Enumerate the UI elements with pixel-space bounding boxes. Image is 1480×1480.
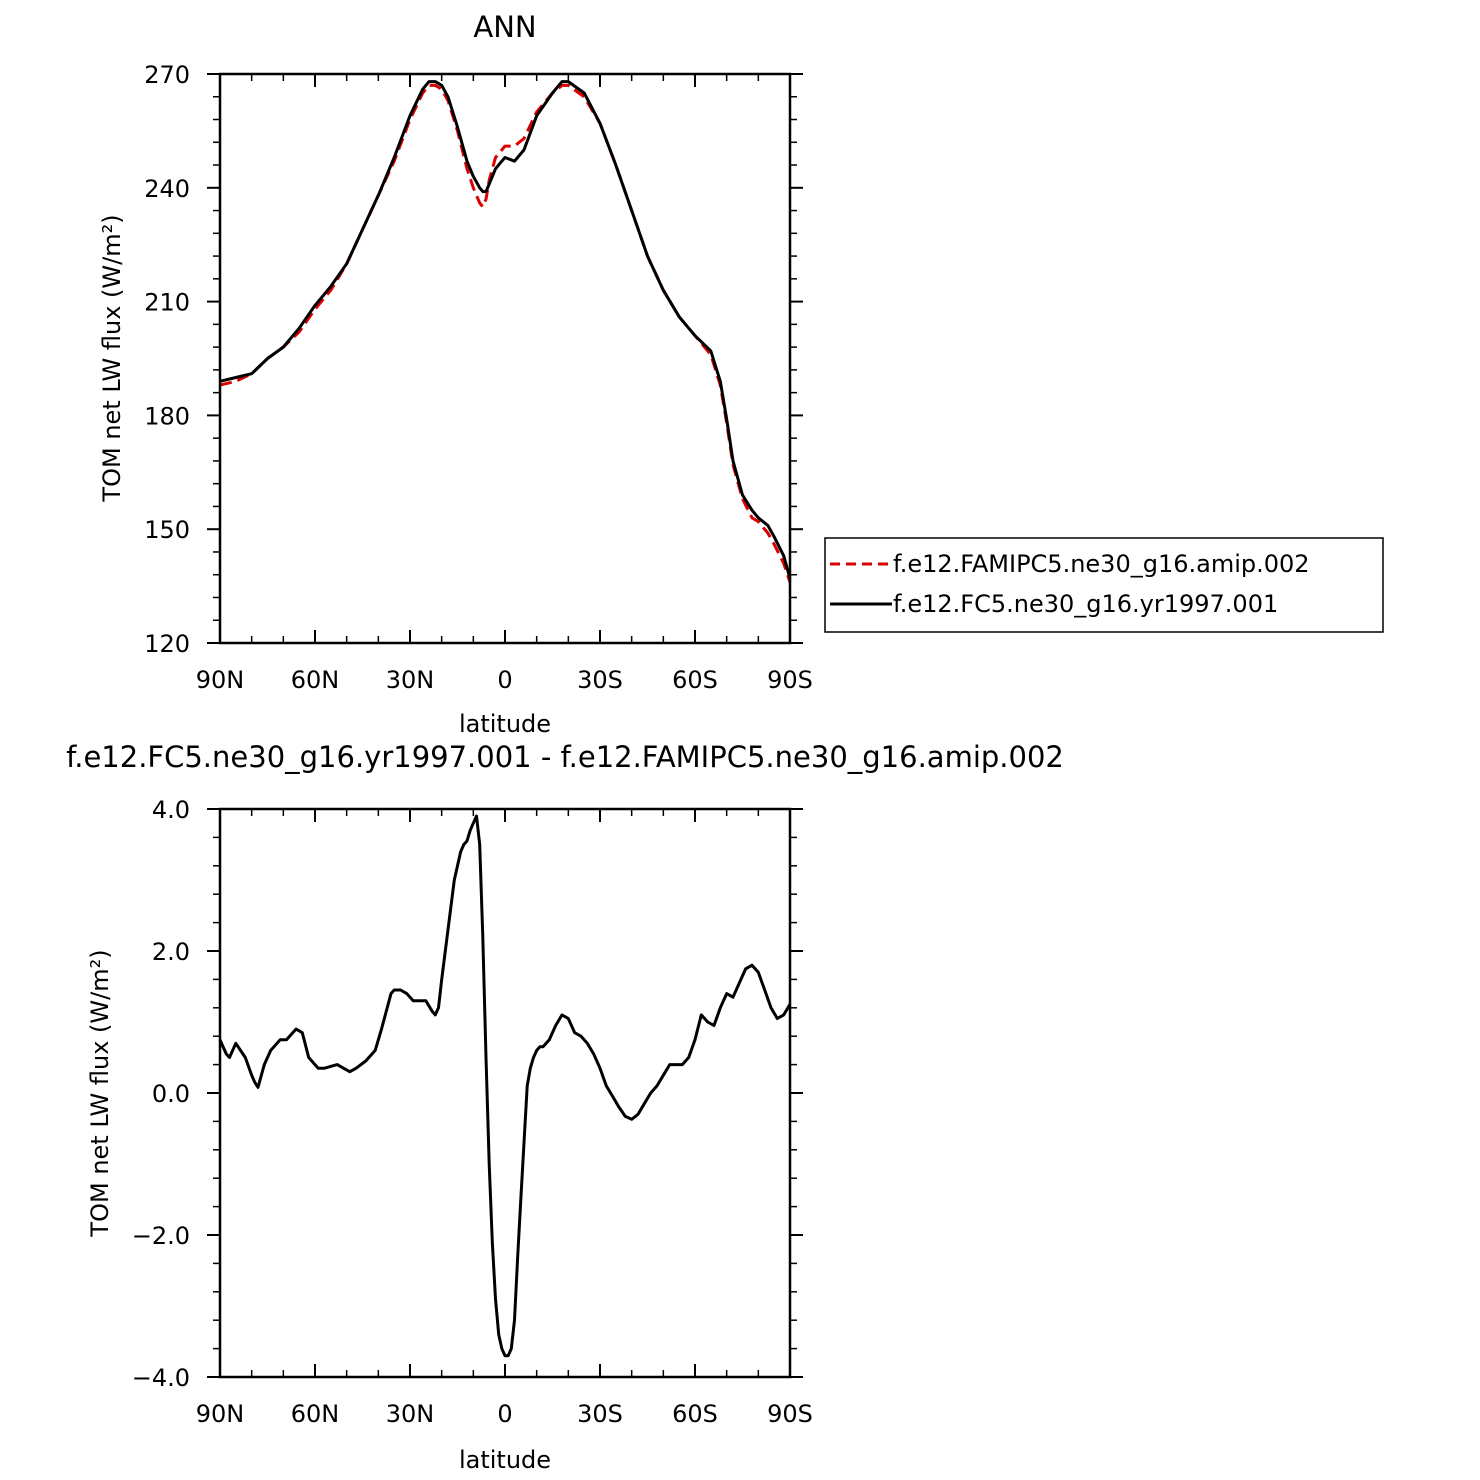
x-tick-label: 60S [672, 1400, 718, 1428]
series-line-0 [219, 83, 792, 583]
y-tick-label: 4.0 [152, 796, 190, 824]
y-tick-label: 120 [144, 630, 190, 658]
y-tick-label: 2.0 [152, 938, 190, 966]
legend-label-fc5: f.e12.FC5.ne30_g16.yr1997.001 [893, 590, 1278, 618]
legend-label-amip: f.e12.FAMIPC5.ne30_g16.amip.002 [893, 550, 1310, 578]
bottom-panel: f.e12.FC5.ne30_g16.yr1997.001 - f.e12.FA… [66, 740, 1064, 1474]
y-tick-label: −2.0 [132, 1222, 190, 1250]
top-chart-title: ANN [473, 10, 536, 44]
y-tick-label: −4.0 [132, 1364, 190, 1392]
bottom-chart-title: f.e12.FC5.ne30_g16.yr1997.001 - f.e12.FA… [66, 740, 1064, 774]
top-y-axis-label: TOM net LW flux (W/m²) [98, 214, 126, 502]
x-tick-label: 60N [291, 666, 340, 694]
y-tick-label: 150 [144, 516, 190, 544]
y-tick-label: 210 [144, 289, 190, 317]
top-x-axis-label: latitude [459, 710, 551, 738]
x-tick-label: 60N [291, 1400, 340, 1428]
y-tick-label: 270 [144, 61, 190, 89]
legend: f.e12.FAMIPC5.ne30_g16.amip.002 f.e12.FC… [824, 537, 1384, 633]
x-tick-label: 30N [386, 1400, 435, 1428]
bottom-y-axis-label: TOM net LW flux (W/m²) [86, 949, 114, 1237]
x-tick-label: 30N [386, 666, 435, 694]
x-tick-label: 90N [196, 1400, 245, 1428]
x-tick-label: 90N [196, 666, 245, 694]
x-tick-label: 30S [577, 666, 623, 694]
bottom-x-axis-label: latitude [459, 1446, 551, 1474]
x-tick-label: 30S [577, 1400, 623, 1428]
series-line-0 [218, 814, 792, 1358]
plot-frame [218, 807, 792, 1379]
x-tick-label: 60S [672, 666, 718, 694]
top-panel: ANN latitude TOM net LW flux (W/m²) 90N 6… [98, 10, 813, 738]
series-line-1 [219, 80, 792, 579]
x-tick-label: 0 [497, 1400, 512, 1428]
x-tick-label: 0 [497, 666, 512, 694]
x-tick-label: 90S [767, 1400, 813, 1428]
y-tick-label: 240 [144, 175, 190, 203]
x-tick-label: 90S [767, 666, 813, 694]
legend-box [824, 537, 1384, 633]
y-tick-label: 180 [144, 402, 190, 430]
y-tick-label: 0.0 [152, 1080, 190, 1108]
